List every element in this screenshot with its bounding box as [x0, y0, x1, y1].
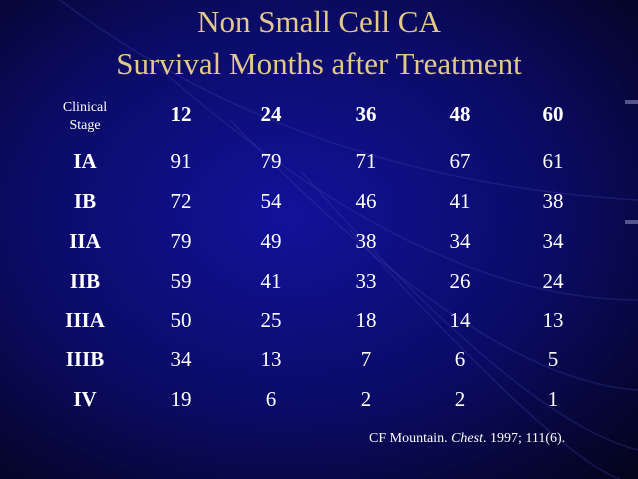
column-header-48: 48 [449, 102, 471, 126]
stage-label: IA [73, 149, 97, 173]
stage-label: IIA [69, 229, 101, 253]
table-cell: 5 [547, 347, 559, 371]
table-cell: 18 [355, 308, 377, 332]
table-cell: 6 [454, 347, 466, 371]
table-cell: 13 [260, 347, 282, 371]
table-cell: 6 [265, 387, 277, 411]
title-line-2: Survival Months after Treatment [116, 46, 522, 81]
table-cell: 50 [170, 308, 192, 332]
table-cell: 38 [355, 229, 377, 253]
table-cell: 41 [260, 269, 282, 293]
table-cell: 7 [360, 347, 372, 371]
table-cell: 26 [449, 269, 471, 293]
title-line-1: Non Small Cell CA [197, 4, 441, 39]
table-cell: 79 [260, 149, 282, 173]
table-cell: 2 [454, 387, 466, 411]
citation-details: . 1997; 111(6). [482, 431, 566, 446]
column-header-24: 24 [260, 102, 282, 126]
stage-label: IB [73, 189, 97, 213]
table-cell: 38 [542, 189, 564, 213]
table-cell: 61 [542, 149, 564, 173]
table-cell: 59 [170, 269, 192, 293]
clinical-stage-header: Clinical Stage [50, 99, 120, 135]
table-cell: 91 [170, 149, 192, 173]
source-citation: CF Mountain. Chest. 1997; 111(6). [369, 431, 565, 447]
citation-journal: Chest [451, 431, 483, 446]
table-cell: 71 [355, 149, 377, 173]
table-cell: 25 [260, 308, 282, 332]
table-cell: 72 [170, 189, 192, 213]
table-cell: 19 [170, 387, 192, 411]
table-cell: 14 [449, 308, 471, 332]
table-cell: 34 [542, 229, 564, 253]
table-cell: 54 [260, 189, 282, 213]
table-cell: 34 [449, 229, 471, 253]
citation-author: CF Mountain. [369, 431, 452, 446]
table-cell: 24 [542, 269, 564, 293]
column-header-60: 60 [542, 102, 564, 126]
column-header-12: 12 [170, 102, 192, 126]
table-cell: 46 [355, 189, 377, 213]
table-cell: 1 [547, 387, 559, 411]
table-cell: 41 [449, 189, 471, 213]
column-header-36: 36 [355, 102, 377, 126]
table-cell: 79 [170, 229, 192, 253]
stage-label: IIIB [65, 347, 105, 371]
stage-label: IV [73, 387, 97, 411]
table-cell: 33 [355, 269, 377, 293]
clinical-stage-header-line-1: Clinical [62, 100, 108, 115]
table-cell: 49 [260, 229, 282, 253]
table-cell: 67 [449, 149, 471, 173]
table-cell: 34 [170, 347, 192, 371]
stage-label: IIB [69, 269, 101, 293]
table-cell: 13 [542, 308, 564, 332]
table-cell: 2 [360, 387, 372, 411]
stage-label: IIIA [65, 308, 105, 332]
clinical-stage-header-line-2: Stage [69, 118, 101, 133]
